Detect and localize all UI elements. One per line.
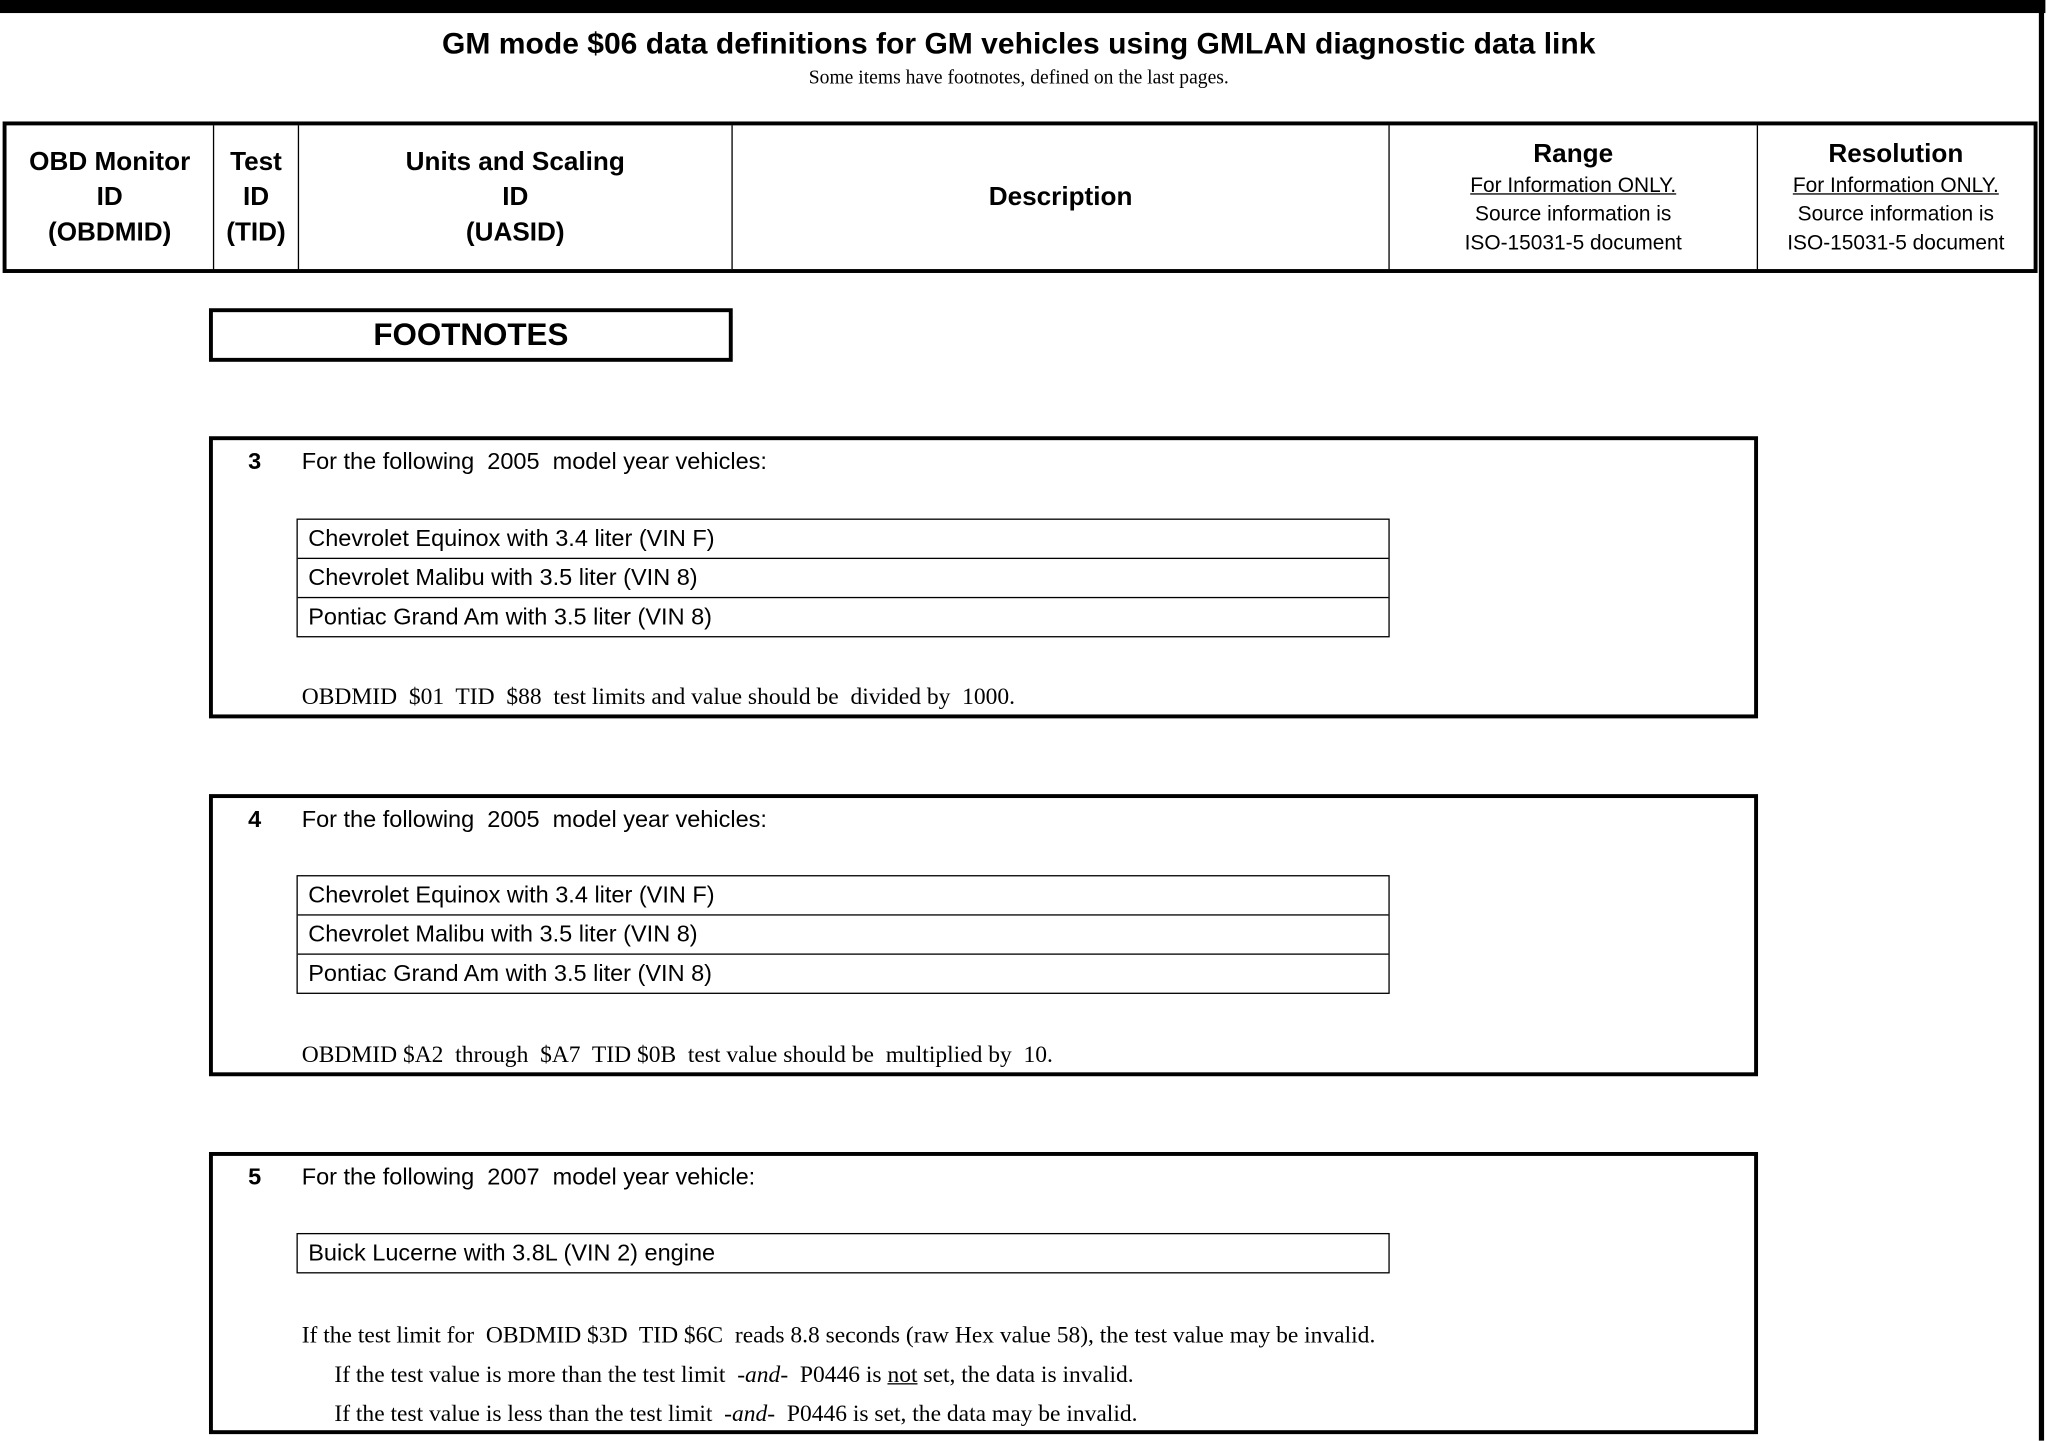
header-text: Resolution xyxy=(1828,139,1964,168)
header-uasid: Units and Scaling ID (UASID) xyxy=(299,125,733,270)
header-tid: Test ID (TID) xyxy=(214,125,300,270)
vehicle-row: Pontiac Grand Am with 3.5 liter (VIN 8) xyxy=(308,959,712,987)
page-title: GM mode $06 data definitions for GM vehi… xyxy=(442,26,1596,61)
header-description: Description xyxy=(733,125,1390,270)
right-border-line xyxy=(2038,0,2045,1441)
footnotes-heading: FOOTNOTES xyxy=(208,308,733,362)
vehicle-row: Buick Lucerne with 3.8L (VIN 2) engine xyxy=(308,1239,716,1266)
text: P0446 is set, the data may be invalid. xyxy=(775,1400,1138,1427)
footnote-intro: For the following 2007 model year vehicl… xyxy=(301,1163,756,1190)
vehicle-table: Chevrolet Equinox with 3.4 liter (VIN F)… xyxy=(296,875,1390,994)
footnote-note: OBDMID $A2 through $A7 TID $0B test valu… xyxy=(301,1040,1053,1068)
footnote-number: 5 xyxy=(248,1163,262,1190)
header-text: ID xyxy=(96,182,123,211)
footnote-3: 3 For the following 2005 model year vehi… xyxy=(208,436,1759,719)
header-note: Source information is xyxy=(1475,203,1672,226)
page-subtitle: Some items have footnotes, defined on th… xyxy=(808,67,1229,89)
footnote-5: 5 For the following 2007 model year vehi… xyxy=(208,1151,1759,1435)
header-text: OBD Monitor xyxy=(29,146,191,176)
text: P0446 is xyxy=(788,1360,888,1388)
and-text: -and- xyxy=(737,1360,789,1388)
text: If the test value is less than the test … xyxy=(334,1400,725,1427)
footnote-intro: For the following 2005 model year vehicl… xyxy=(301,447,767,475)
top-border-bar xyxy=(0,0,2046,14)
vehicle-table: Chevrolet Equinox with 3.4 liter (VIN F)… xyxy=(296,518,1390,638)
header-text: Description xyxy=(988,182,1133,211)
footnote-condition-1: If the test value is more than the test … xyxy=(334,1361,1133,1388)
header-obdmid: OBD Monitor ID (OBDMID) xyxy=(7,125,215,270)
not-text: not xyxy=(887,1360,918,1388)
footnote-4: 4 For the following 2005 model year vehi… xyxy=(208,794,1759,1077)
text: set, the data is invalid. xyxy=(917,1360,1134,1388)
header-note: ISO-15031-5 document xyxy=(1787,231,2005,255)
text: If the test value is more than the test … xyxy=(334,1360,738,1388)
footnote-condition-2: If the test value is less than the test … xyxy=(334,1400,1137,1427)
header-note: For Information ONLY. xyxy=(1470,174,1677,197)
header-text: (TID) xyxy=(226,217,286,247)
header-note: Source information is xyxy=(1797,203,1994,226)
header-text: (UASID) xyxy=(465,217,565,247)
vehicle-row: Pontiac Grand Am with 3.5 liter (VIN 8) xyxy=(308,603,712,630)
vehicle-row: Chevrolet Equinox with 3.4 liter (VIN F) xyxy=(297,876,1389,916)
and-text: -and- xyxy=(724,1400,776,1427)
header-note: ISO-15031-5 document xyxy=(1464,231,1682,255)
header-text: Range xyxy=(1533,139,1614,168)
header-note: For Information ONLY. xyxy=(1792,174,1999,197)
header-text: Test xyxy=(230,146,282,176)
header-range: Range For Information ONLY. Source infor… xyxy=(1390,125,1759,270)
footnote-number: 4 xyxy=(248,805,262,832)
vehicle-table: Buick Lucerne with 3.8L (VIN 2) engine xyxy=(296,1232,1390,1274)
vehicle-row: Chevrolet Malibu with 3.5 liter (VIN 8) xyxy=(297,916,1389,955)
header-text: ID xyxy=(242,182,270,211)
vehicle-row: Chevrolet Malibu with 3.5 liter (VIN 8) xyxy=(297,559,1389,599)
footnote-number: 3 xyxy=(248,447,262,475)
footnote-intro: For the following 2005 model year vehicl… xyxy=(301,805,767,832)
header-resolution: Resolution For Information ONLY. Source … xyxy=(1758,125,2034,269)
footnote-note: If the test limit for OBDMID $3D TID $6C… xyxy=(301,1321,1376,1348)
vehicle-row: Chevrolet Equinox with 3.4 liter (VIN F) xyxy=(297,520,1389,560)
header-text: (OBDMID) xyxy=(48,217,172,247)
header-text: Units and Scaling xyxy=(405,146,625,176)
column-header-table: OBD Monitor ID (OBDMID) Test ID (TID) Un… xyxy=(2,121,2038,273)
footnote-note: OBDMID $01 TID $88 test limits and value… xyxy=(301,683,1016,710)
header-text: ID xyxy=(502,182,529,211)
